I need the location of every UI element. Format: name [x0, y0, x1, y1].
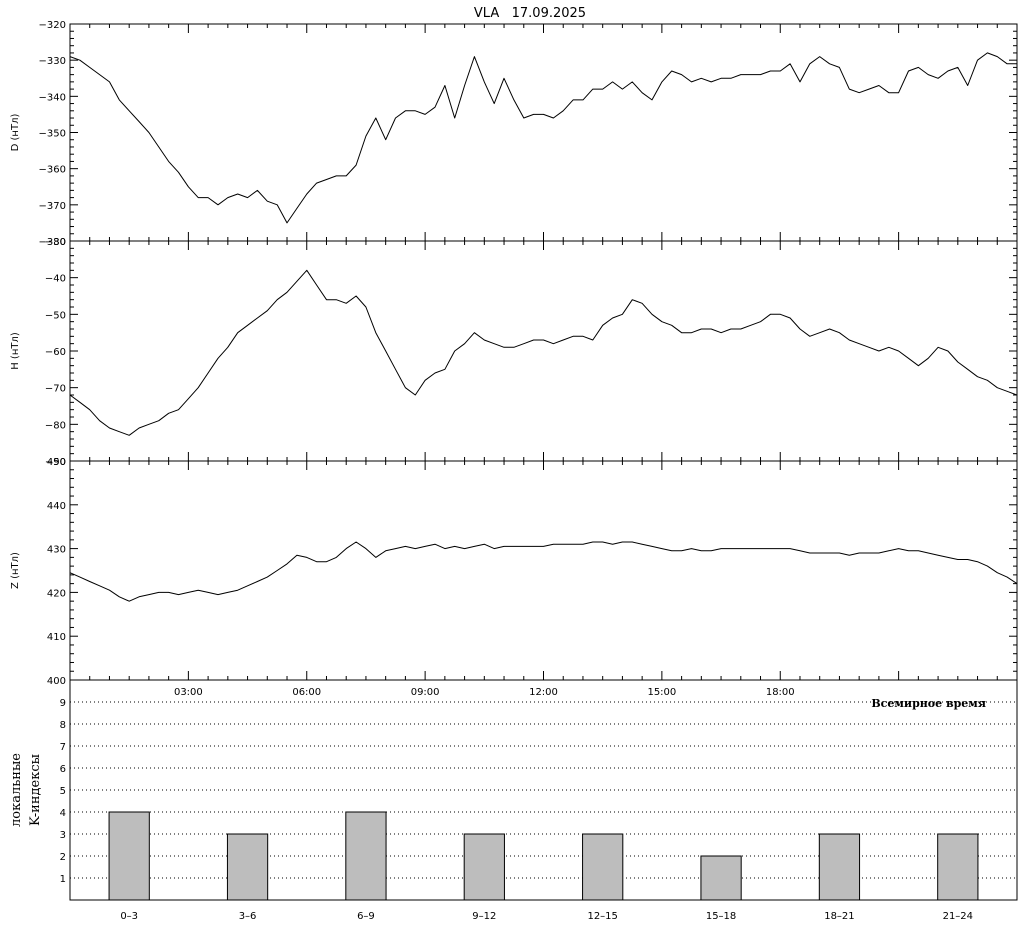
panel-k: 1 2 3 4 5 6 7 8 9 03:00 06:00 09:00 12:00 15:00 18:00 0… — [9, 679, 1018, 922]
k-tick-label: 6 — [60, 764, 66, 775]
y-tick-label: 400 — [47, 676, 66, 687]
y-tick-label: −80 — [45, 420, 66, 431]
time-tick-label: 12:00 — [529, 687, 558, 698]
y-tick-label: −40 — [45, 274, 66, 285]
k-tick-label: 9 — [60, 698, 66, 709]
k-bar-0–3 — [108, 811, 150, 901]
k-tick-label: 2 — [60, 852, 66, 863]
panel-z: 400 410 420 430 440 450 Z (нТл) — [10, 457, 1018, 687]
y-tick-label: −30 — [45, 237, 66, 248]
y-tick-label: −360 — [39, 165, 66, 176]
k-category-label: 21–24 — [943, 911, 973, 921]
y-tick-label: 450 — [47, 457, 66, 468]
k-tick-label: 5 — [60, 786, 66, 797]
panel-frame-d — [69, 23, 1018, 242]
y-tick-label: −70 — [45, 384, 66, 395]
time-tick-label: 15:00 — [647, 687, 676, 698]
k-category-label: 3–6 — [239, 911, 257, 921]
series-line-h — [69, 269, 1018, 436]
time-axis-label: Всемирное время — [871, 697, 986, 710]
k-category-label: 6–9 — [357, 911, 375, 921]
y-tick-label: −320 — [39, 20, 66, 31]
panel-h: −90 −80 −70 −60 −50 −40 −30 H (нТл) — [10, 237, 1018, 468]
k-axis-label-line: K-индексы — [28, 754, 43, 826]
y-tick-label: −340 — [39, 92, 66, 103]
time-tick-label: 09:00 — [411, 687, 440, 698]
y-tick-label: 440 — [47, 501, 66, 512]
y-tick-label: −60 — [45, 347, 66, 358]
series-line-z — [69, 541, 1018, 602]
time-tick-label: 03:00 — [174, 687, 203, 698]
y-tick-label: 420 — [47, 588, 66, 599]
time-tick-label: 18:00 — [766, 687, 795, 698]
panel-frame-h — [69, 240, 1018, 462]
k-bar-9–12 — [463, 833, 505, 901]
panel-d: −380 −370 −360 −350 −340 −330 −320 D (нТл) — [10, 20, 1018, 248]
y-tick-label: −330 — [39, 56, 66, 67]
y-tick-label: 430 — [47, 545, 66, 556]
y-tick-label: −350 — [39, 129, 66, 140]
k-tick-label: 7 — [60, 742, 66, 753]
y-axis-label-h: H (нТл) — [10, 332, 21, 370]
k-category-label: 15–18 — [706, 911, 736, 921]
series-line-d — [69, 52, 1017, 224]
y-tick-label: −50 — [45, 310, 66, 321]
k-tick-label: 3 — [60, 830, 66, 841]
time-tick-label: 06:00 — [292, 687, 321, 698]
k-bar-3–6 — [226, 833, 269, 901]
y-tick-label: −370 — [39, 201, 66, 212]
y-tick-label: −380 — [39, 237, 66, 248]
y-axis-label-z: Z (нТл) — [10, 552, 21, 589]
k-bar-21–24 — [937, 833, 979, 901]
k-category-label: 9–12 — [472, 911, 496, 921]
chart-title: VLA 17.09.2025 — [474, 6, 586, 21]
y-tick-label: 410 — [47, 632, 66, 643]
k-category-label: 18–21 — [824, 911, 854, 921]
y-tick-label: −90 — [45, 457, 66, 468]
k-category-label: 12–15 — [587, 911, 617, 921]
k-tick-label: 8 — [60, 720, 66, 731]
y-axis-label-d: D (нТл) — [10, 114, 21, 152]
k-category-label: 0–3 — [120, 911, 138, 921]
k-bar-18–21 — [818, 833, 861, 901]
k-axis-label-line: локальные — [9, 753, 24, 827]
k-tick-label: 1 — [60, 874, 66, 885]
panel-frame-z — [69, 460, 1018, 681]
k-bar-6–9 — [345, 811, 387, 901]
k-bar-12–15 — [582, 833, 624, 901]
k-bar-15–18 — [700, 855, 742, 901]
k-tick-label: 4 — [60, 808, 66, 819]
